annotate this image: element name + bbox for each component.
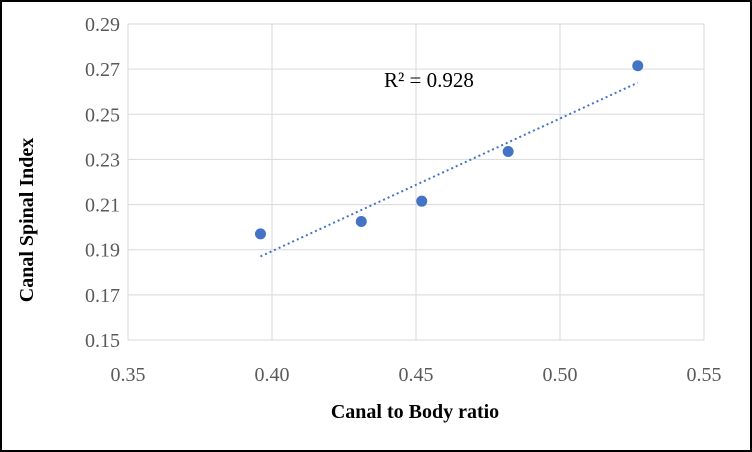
x-tick-label: 0.45 bbox=[399, 364, 434, 386]
r-squared-annotation: R² = 0.928 bbox=[384, 68, 474, 92]
gridlines bbox=[127, 23, 705, 341]
data-point bbox=[502, 146, 514, 158]
y-tick-label: 0.25 bbox=[85, 104, 120, 126]
x-tick-label: 0.40 bbox=[255, 364, 290, 386]
x-tick-label: 0.55 bbox=[687, 364, 722, 386]
y-tick-label: 0.27 bbox=[85, 59, 120, 81]
y-tick-label: 0.15 bbox=[85, 330, 120, 352]
y-tick-label: 0.17 bbox=[85, 285, 120, 307]
x-tick-labels: 0.35 0.40 0.45 0.50 0.55 bbox=[111, 364, 722, 386]
data-point bbox=[632, 60, 644, 72]
trendline bbox=[260, 81, 639, 258]
x-tick-label: 0.35 bbox=[111, 364, 146, 386]
y-tick-label: 0.29 bbox=[85, 14, 120, 36]
data-point bbox=[254, 228, 266, 240]
y-tick-label: 0.21 bbox=[85, 195, 120, 217]
x-tick-label: 0.50 bbox=[543, 364, 578, 386]
data-point bbox=[416, 195, 428, 207]
y-tick-label: 0.19 bbox=[85, 240, 120, 262]
data-point bbox=[355, 216, 367, 227]
y-tick-labels: 0.15 0.17 0.19 0.21 0.23 0.25 0.27 0.29 bbox=[85, 14, 120, 352]
data-points bbox=[254, 60, 644, 240]
y-tick-label: 0.23 bbox=[85, 149, 120, 171]
x-axis-title: Canal to Body ratio bbox=[331, 401, 499, 423]
y-axis-title: Canal Spinal Index bbox=[16, 138, 38, 303]
